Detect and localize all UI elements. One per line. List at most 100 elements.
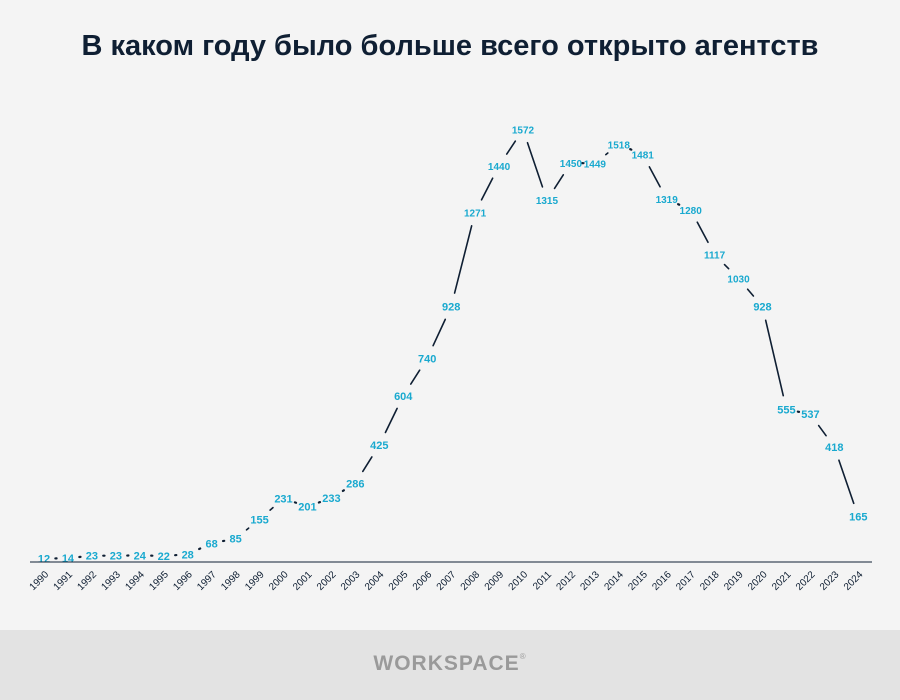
x-tick-label: 1994 [123,569,147,593]
x-tick-label: 2004 [363,569,387,593]
x-tick-label: 2001 [291,569,315,593]
x-tick-label: 2002 [315,569,339,593]
data-label: 14 [62,553,75,565]
x-tick-label: 2021 [770,569,794,593]
registered-mark: ® [519,652,527,661]
x-tick-label: 2013 [578,569,602,593]
x-tick-label: 1997 [195,569,219,593]
line-segment [696,221,709,244]
line-segment [553,173,565,190]
x-tick-label: 2008 [459,569,483,593]
line-segment [764,319,785,397]
line-segment [432,318,447,347]
x-tick-label: 1995 [147,569,171,593]
x-tick-label: 2019 [722,569,746,593]
line-segment [480,177,494,201]
line-segment [269,506,274,511]
x-tick-label: 2012 [555,569,579,593]
data-label: 1319 [656,195,679,206]
data-label: 1572 [512,125,535,136]
line-segment [384,407,398,434]
line-segment [505,140,517,155]
x-tick-label: 2005 [387,569,411,593]
data-label: 85 [229,534,241,546]
data-label: 537 [801,409,819,421]
data-label: 231 [274,493,292,505]
data-label: 1449 [584,159,607,170]
data-label: 1030 [727,275,750,286]
data-label: 1440 [488,162,511,173]
x-tick-label: 2018 [698,569,722,593]
data-label: 418 [825,442,843,454]
line-segment [648,166,661,188]
data-label: 1280 [680,206,703,217]
data-label: 68 [206,538,218,550]
line-segment [409,369,421,385]
line-chart: 12 14 23 23 24 22 28 68 85 155 231 201 233 286 425 604 7… [28,125,872,593]
x-tick-label: 1996 [171,569,195,593]
x-tick-label: 2011 [531,569,554,592]
data-label: 1518 [608,140,631,151]
line-segment [838,459,855,505]
x-tick-label: 2022 [794,569,818,593]
x-tick-label: 1990 [28,569,52,593]
page-title: В каком году было больше всего открыто а… [81,30,819,62]
data-label: 155 [250,514,268,526]
series-line [54,140,855,560]
x-tick-label: 2020 [746,569,770,593]
data-label: 1271 [464,208,487,219]
x-tick-label: 2007 [435,569,459,593]
x-tick-label: 2017 [674,569,698,593]
line-segment [605,152,609,156]
x-tick-label: 1999 [243,569,267,593]
data-label: 12 [38,554,50,566]
data-labels: 12 14 23 23 24 22 28 68 85 155 231 201 233 286 425 604 7… [38,125,868,565]
x-tick-labels: 1990 1991 1992 1993 1994 1995 1996 1997 1998 1999… [28,569,866,593]
x-tick-label: 2000 [267,569,291,593]
data-label: 201 [298,502,316,514]
data-label: 23 [110,551,122,563]
data-label: 604 [394,391,413,403]
x-tick-label: 2016 [650,569,674,593]
data-label: 1315 [536,196,559,207]
x-tick-label: 2003 [339,569,363,593]
line-segment [341,489,345,493]
x-tick-label: 1991 [52,569,76,593]
data-label: 928 [753,302,771,314]
line-segment [453,225,473,294]
data-label: 24 [134,550,147,562]
data-label: 233 [322,493,340,505]
data-label: 928 [442,302,460,314]
line-segment [723,263,730,270]
data-label: 1481 [632,151,655,162]
line-segment [198,547,202,551]
data-label: 425 [370,440,388,452]
footer: WORKSPACE® [0,630,900,700]
brand-logo: WORKSPACE® [0,652,900,676]
line-segment [526,141,544,188]
data-label: 22 [158,551,170,563]
x-tick-label: 2009 [483,569,507,593]
x-tick-label: 2024 [842,569,866,593]
x-tick-label: 2015 [626,569,650,593]
line-segment [746,288,755,297]
x-tick-label: 2014 [602,569,626,593]
x-tick-label: 2010 [507,569,531,593]
x-tick-label: 1992 [76,569,100,593]
data-label: 23 [86,551,98,563]
data-label: 28 [182,549,194,561]
data-label: 1117 [704,251,726,262]
data-label: 1450 [560,159,583,170]
data-label: 555 [777,404,795,416]
line-segment [361,456,373,473]
x-tick-label: 2006 [411,569,435,593]
x-tick-label: 1993 [99,569,123,593]
x-tick-label: 1998 [219,569,243,593]
x-tick-label: 2023 [818,569,842,593]
data-label: 165 [849,512,867,524]
data-label: 740 [418,353,436,365]
line-segment [245,527,250,531]
brand-name: WORKSPACE [373,652,520,675]
data-label: 286 [346,478,364,490]
line-segment [817,424,827,437]
